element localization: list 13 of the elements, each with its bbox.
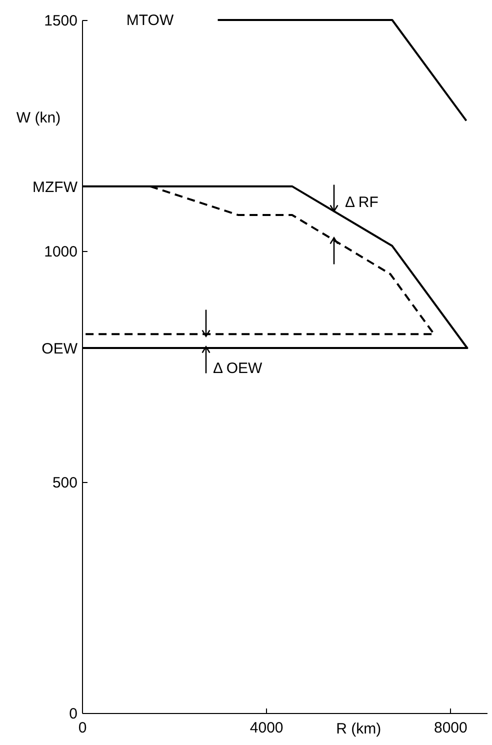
- y-tick-label: 1500: [44, 12, 78, 30]
- y-tick-label: 500: [52, 474, 78, 492]
- x-tick-label: 4000: [250, 720, 284, 736]
- annotation: MTOW: [126, 12, 174, 29]
- y-tick-label: 1000: [44, 244, 78, 260]
- y-tick-label: MZFW: [32, 178, 78, 196]
- annotation: Δ OEW: [213, 360, 264, 377]
- x-axis-title: R (km): [336, 720, 382, 738]
- annotation: Δ RF: [345, 194, 378, 211]
- y-axis-title: W (kn): [16, 110, 61, 127]
- x-tick-label: 8000: [434, 720, 468, 736]
- y-tick-label: 0: [69, 706, 78, 722]
- y-tick-label: OEW: [42, 340, 78, 358]
